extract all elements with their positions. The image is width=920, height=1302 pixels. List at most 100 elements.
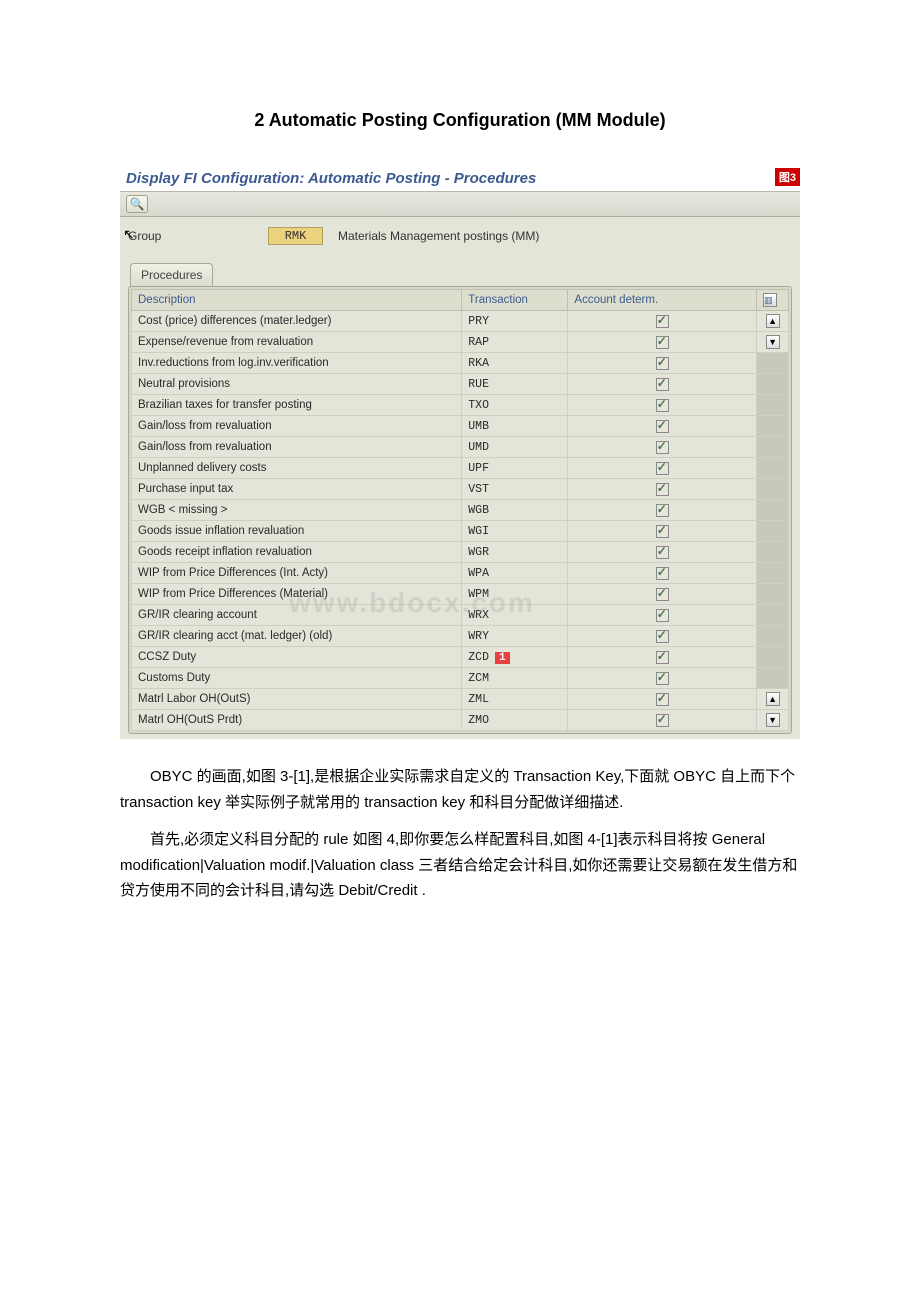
checkbox[interactable] bbox=[656, 609, 669, 622]
col-header-config-icon[interactable]: ▥ bbox=[757, 290, 789, 311]
scroll-down-icon[interactable]: ▼ bbox=[766, 335, 780, 349]
table-row[interactable]: Matrl Labor OH(OutS)ZML▲ bbox=[132, 689, 789, 710]
table-row[interactable]: Brazilian taxes for transfer postingTXO bbox=[132, 395, 789, 416]
sap-toolbar: 🔍 bbox=[120, 192, 800, 217]
checkbox[interactable] bbox=[656, 546, 669, 559]
cell-scroll bbox=[757, 668, 789, 689]
cell-account-determ bbox=[568, 584, 757, 605]
table-row[interactable]: Neutral provisionsRUE bbox=[132, 374, 789, 395]
table-row[interactable]: CCSZ DutyZCD1 bbox=[132, 647, 789, 668]
cell-transaction: WRX bbox=[462, 605, 568, 626]
cell-scroll bbox=[757, 458, 789, 479]
cell-description: Cost (price) differences (mater.ledger) bbox=[132, 311, 462, 332]
col-header-transaction[interactable]: Transaction bbox=[462, 290, 568, 311]
table-row[interactable]: Goods receipt inflation revaluationWGR bbox=[132, 542, 789, 563]
scroll-up-bottom-icon[interactable]: ▲ bbox=[766, 692, 780, 706]
checkbox[interactable] bbox=[656, 315, 669, 328]
table-row[interactable]: WIP from Price Differences (Int. Acty)WP… bbox=[132, 563, 789, 584]
checkbox[interactable] bbox=[656, 462, 669, 475]
checkbox[interactable] bbox=[656, 420, 669, 433]
cell-transaction: PRY bbox=[462, 311, 568, 332]
page-title: 2 Automatic Posting Configuration (MM Mo… bbox=[120, 110, 800, 131]
table-row[interactable]: Cost (price) differences (mater.ledger)P… bbox=[132, 311, 789, 332]
table-row[interactable]: Goods issue inflation revaluationWGI bbox=[132, 521, 789, 542]
table-row[interactable]: Purchase input taxVST bbox=[132, 479, 789, 500]
checkbox[interactable] bbox=[656, 441, 669, 454]
checkbox[interactable] bbox=[656, 567, 669, 580]
cell-scroll bbox=[757, 542, 789, 563]
checkbox[interactable] bbox=[656, 399, 669, 412]
checkbox[interactable] bbox=[656, 378, 669, 391]
cell-account-determ bbox=[568, 542, 757, 563]
cell-account-determ bbox=[568, 647, 757, 668]
cell-account-determ bbox=[568, 521, 757, 542]
cell-scroll: ▼ bbox=[757, 710, 789, 731]
cell-scroll bbox=[757, 500, 789, 521]
checkbox[interactable] bbox=[656, 630, 669, 643]
cell-description: Purchase input tax bbox=[132, 479, 462, 500]
cell-transaction: RAP bbox=[462, 332, 568, 353]
table-row[interactable]: GR/IR clearing accountWRX bbox=[132, 605, 789, 626]
table-row[interactable]: Matrl OH(OutS Prdt)ZMO▼ bbox=[132, 710, 789, 731]
checkbox[interactable] bbox=[656, 357, 669, 370]
figure-badge: 图3 bbox=[775, 168, 800, 186]
cell-transaction: ZCM bbox=[462, 668, 568, 689]
checkbox[interactable] bbox=[656, 525, 669, 538]
table-row[interactable]: WGB < missing >WGB bbox=[132, 500, 789, 521]
sap-title-text: Display FI Configuration: Automatic Post… bbox=[126, 170, 536, 187]
cell-scroll bbox=[757, 647, 789, 668]
cell-scroll: ▲ bbox=[757, 311, 789, 332]
checkbox[interactable] bbox=[656, 504, 669, 517]
cell-transaction: ZMO bbox=[462, 710, 568, 731]
cell-description: Unplanned delivery costs bbox=[132, 458, 462, 479]
cell-description: Customs Duty bbox=[132, 668, 462, 689]
cell-transaction: WPM bbox=[462, 584, 568, 605]
group-row: ↖ Group RMK Materials Management posting… bbox=[120, 217, 800, 263]
cell-scroll bbox=[757, 395, 789, 416]
cell-transaction: WGI bbox=[462, 521, 568, 542]
table-row[interactable]: WIP from Price Differences (Material)WPM bbox=[132, 584, 789, 605]
table-row[interactable]: Inv.reductions from log.inv.verification… bbox=[132, 353, 789, 374]
checkbox[interactable] bbox=[656, 336, 669, 349]
cell-scroll bbox=[757, 437, 789, 458]
cell-transaction: WGB bbox=[462, 500, 568, 521]
cursor-icon: ↖ bbox=[123, 226, 135, 243]
cell-account-determ bbox=[568, 332, 757, 353]
checkbox[interactable] bbox=[656, 588, 669, 601]
checkbox[interactable] bbox=[656, 651, 669, 664]
col-header-description[interactable]: Description bbox=[132, 290, 462, 311]
cell-transaction: VST bbox=[462, 479, 568, 500]
cell-account-determ bbox=[568, 458, 757, 479]
checkbox[interactable] bbox=[656, 672, 669, 685]
group-code-field[interactable]: RMK bbox=[268, 227, 323, 245]
table-row[interactable]: GR/IR clearing acct (mat. ledger) (old)W… bbox=[132, 626, 789, 647]
table-row[interactable]: Customs DutyZCM bbox=[132, 668, 789, 689]
scroll-up-icon[interactable]: ▲ bbox=[766, 314, 780, 328]
procedures-table: Description Transaction Account determ. … bbox=[131, 289, 789, 731]
table-row[interactable]: Unplanned delivery costsUPF bbox=[132, 458, 789, 479]
col-header-account-determ[interactable]: Account determ. bbox=[568, 290, 757, 311]
checkbox[interactable] bbox=[656, 483, 669, 496]
sap-screenshot: Display FI Configuration: Automatic Post… bbox=[120, 166, 800, 739]
table-row[interactable]: Gain/loss from revaluationUMD bbox=[132, 437, 789, 458]
tab-procedures[interactable]: Procedures bbox=[130, 263, 213, 286]
cell-account-determ bbox=[568, 416, 757, 437]
table-row[interactable]: Expense/revenue from revaluationRAP▼ bbox=[132, 332, 789, 353]
cell-description: Gain/loss from revaluation bbox=[132, 416, 462, 437]
cell-scroll: ▲ bbox=[757, 689, 789, 710]
search-icon[interactable]: 🔍 bbox=[126, 195, 148, 213]
cell-description: CCSZ Duty bbox=[132, 647, 462, 668]
cell-transaction: ZML bbox=[462, 689, 568, 710]
cell-description: WIP from Price Differences (Int. Acty) bbox=[132, 563, 462, 584]
cell-description: GR/IR clearing account bbox=[132, 605, 462, 626]
cell-transaction: RKA bbox=[462, 353, 568, 374]
checkbox[interactable] bbox=[656, 693, 669, 706]
cell-account-determ bbox=[568, 563, 757, 584]
checkbox[interactable] bbox=[656, 714, 669, 727]
scroll-down-bottom-icon[interactable]: ▼ bbox=[766, 713, 780, 727]
cell-transaction: WGR bbox=[462, 542, 568, 563]
cell-account-determ bbox=[568, 479, 757, 500]
table-row[interactable]: Gain/loss from revaluationUMB bbox=[132, 416, 789, 437]
paragraph-1: OBYC 的画面,如图 3-[1],是根据企业实际需求自定义的 Transact… bbox=[120, 764, 800, 815]
cell-transaction: UMB bbox=[462, 416, 568, 437]
